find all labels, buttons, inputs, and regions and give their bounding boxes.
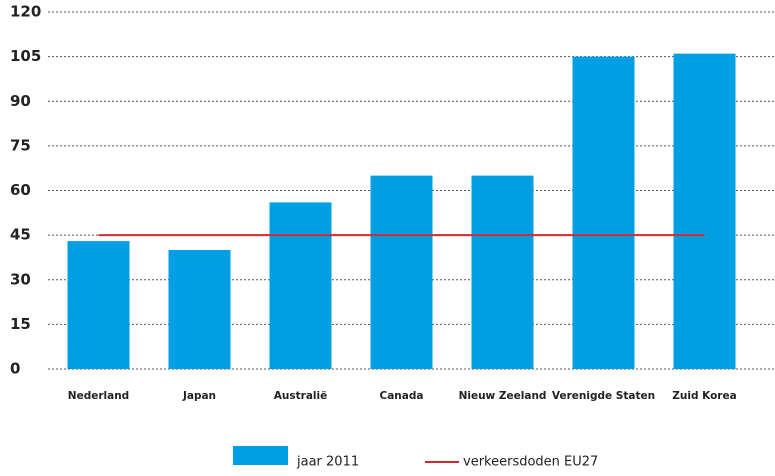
y-tick-label: 0 [10, 360, 20, 378]
y-tick-label: 105 [10, 47, 41, 65]
x-tick-label: Australië [274, 390, 327, 402]
x-tick-label: Canada [380, 390, 424, 402]
y-tick-label: 120 [10, 3, 41, 21]
y-tick-label: 75 [10, 136, 31, 154]
bar [673, 53, 736, 370]
bar [471, 175, 534, 369]
bar [67, 241, 130, 369]
bar [370, 175, 433, 369]
bar [269, 202, 332, 369]
x-tick-label: Verenigde Staten [552, 390, 655, 402]
legend-label: jaar 2011 [296, 455, 359, 470]
y-tick-label: 45 [10, 226, 31, 244]
y-tick-label: 60 [10, 181, 31, 199]
bar [572, 56, 635, 369]
y-tick-label: 15 [10, 315, 31, 333]
y-tick-label: 30 [10, 270, 31, 288]
x-tick-label: Nieuw Zeeland [459, 390, 547, 402]
legend-label: verkeersdoden EU27 [463, 455, 598, 470]
legend-swatch [233, 446, 288, 465]
y-tick-label: 90 [10, 92, 31, 110]
x-tick-label: Japan [182, 390, 216, 402]
x-tick-label: Nederland [68, 390, 129, 402]
x-tick-label: Zuid Korea [672, 390, 736, 402]
bar [168, 250, 231, 369]
